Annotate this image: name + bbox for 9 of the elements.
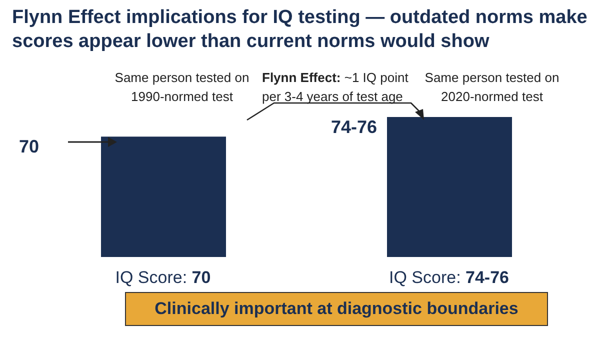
text: Same person tested on 1990-normed test: [114, 69, 250, 106]
annotation: 70: [18, 136, 39, 157]
text: Clinically important at diagnostic boundaries: [125, 292, 548, 326]
x-tick-label: IQ Score: 74-76: [388, 268, 510, 287]
x-tick-label: IQ Score: 70: [115, 268, 211, 287]
text: Flynn Effect: ~1 IQ point per 3-4 years of test age: [262, 69, 410, 106]
chart-title: Flynn Effect implications for IQ testing — outdated norms make scores appear lower than current norms would show: [12, 6, 588, 54]
text: Same person tested on 2020-normed test: [424, 69, 560, 106]
annotation: 74-76: [330, 117, 377, 137]
